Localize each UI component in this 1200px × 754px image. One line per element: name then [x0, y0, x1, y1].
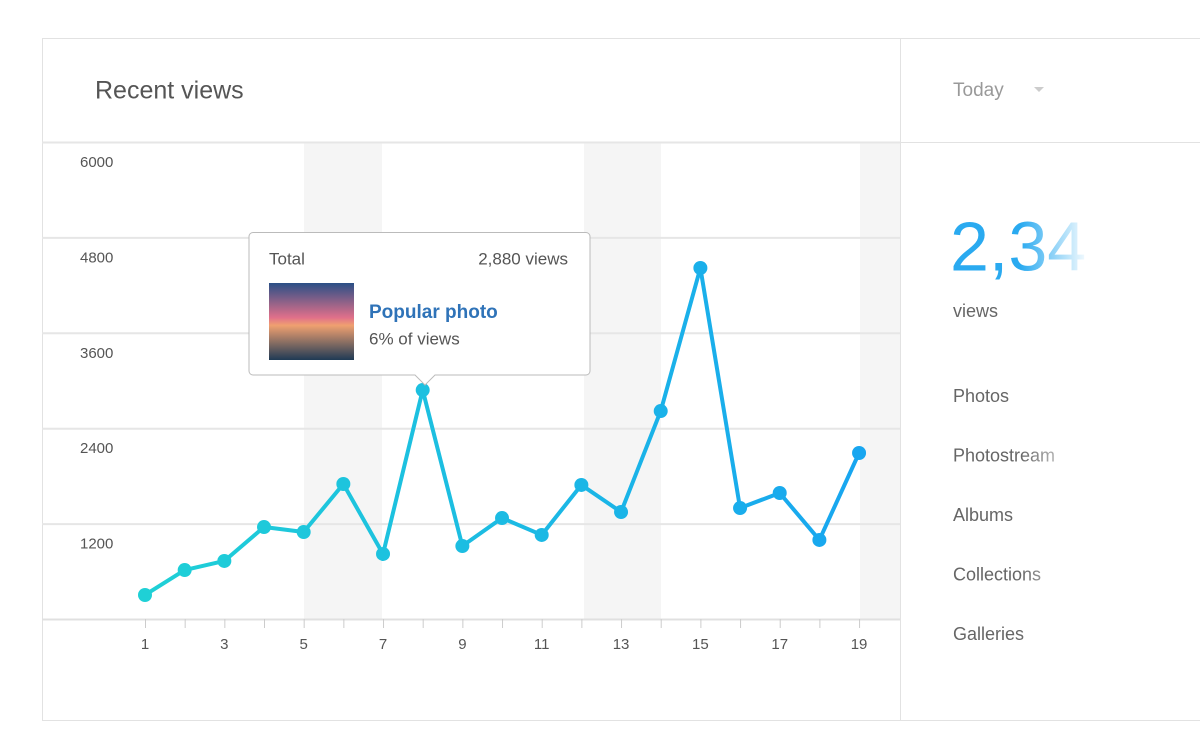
x-tick-label: 15 [692, 636, 709, 653]
point[interactable] [812, 532, 827, 547]
y-tick-label: 1200 [80, 536, 113, 553]
point[interactable] [138, 587, 152, 602]
nav-item[interactable]: Albums [953, 505, 1013, 525]
y-tick-label: 4800 [80, 249, 113, 266]
point[interactable] [693, 261, 708, 276]
x-tick-label: 3 [220, 636, 228, 653]
photo-share: 6% of views [369, 329, 460, 348]
point[interactable] [574, 477, 589, 492]
point[interactable] [257, 520, 272, 535]
y-tick-label: 2400 [80, 440, 113, 457]
weekend-band [304, 143, 382, 619]
point[interactable] [296, 525, 311, 540]
fade-overlay [1090, 143, 1200, 720]
x-tick-label: 9 [458, 636, 466, 653]
nav-item[interactable]: Photos [953, 386, 1009, 406]
point[interactable] [415, 383, 430, 398]
point[interactable] [772, 485, 787, 500]
weekend-band [860, 143, 900, 619]
point[interactable] [534, 527, 549, 542]
point[interactable] [852, 446, 867, 461]
nav-item[interactable]: Galleries [953, 624, 1024, 644]
tooltip: Total 2,880 views Popular photo 6% of vi… [248, 232, 591, 386]
fade-overlay [1020, 143, 1090, 720]
point[interactable] [336, 477, 351, 492]
period-dropdown[interactable]: Today [953, 80, 1044, 101]
title: Recent views [95, 77, 244, 105]
period[interactable]: Today [953, 80, 1004, 101]
y-tick-label: 6000 [80, 154, 113, 171]
point[interactable] [376, 546, 391, 561]
tooltip-label: Total [269, 249, 305, 268]
x-tick-label: 5 [300, 636, 308, 653]
x-tick-label: 19 [851, 636, 868, 653]
point[interactable] [455, 539, 470, 554]
photo-title[interactable]: Popular photo [369, 302, 498, 323]
x-tick-label: 1 [141, 636, 149, 653]
x-tick-label: 11 [534, 636, 550, 653]
dropdown-arrow[interactable] [1034, 87, 1044, 92]
point[interactable] [733, 501, 748, 516]
x-tick-label: 17 [771, 636, 788, 653]
photo-thumbnail [269, 283, 354, 360]
point[interactable] [614, 504, 629, 519]
x-tick-label: 13 [613, 636, 630, 653]
point[interactable] [217, 553, 232, 568]
point[interactable] [177, 563, 192, 578]
point[interactable] [495, 511, 510, 526]
y-tick-label: 3600 [80, 345, 113, 362]
x-tick-label: 7 [379, 636, 387, 653]
weekend-band [584, 143, 661, 619]
tooltip-value: 2,880 views [478, 249, 568, 268]
nav-item[interactable]: Collections [953, 564, 1041, 584]
total-unit: views [953, 301, 998, 321]
point[interactable] [653, 404, 668, 419]
